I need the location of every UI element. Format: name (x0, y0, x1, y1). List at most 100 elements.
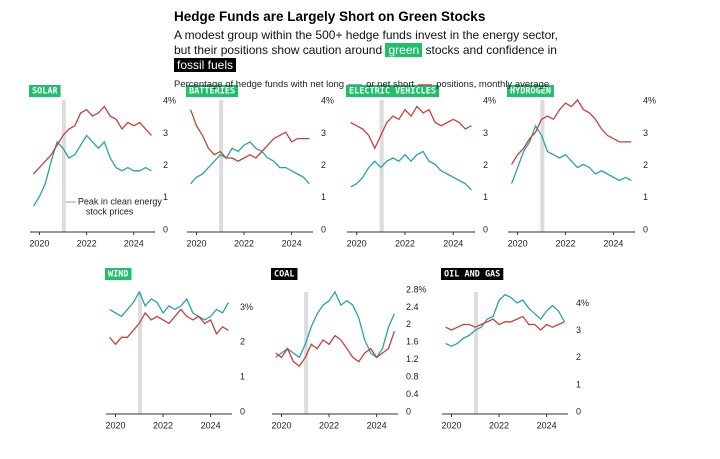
data-line (445, 315, 565, 331)
y-tick-label: 2.8% (406, 284, 427, 294)
peak-band (540, 100, 545, 232)
x-tick-label: 2022 (319, 420, 339, 430)
y-tick-label: 2 (576, 352, 581, 362)
y-tick-label: 4% (483, 96, 496, 106)
x-tick-label: 2024 (443, 238, 463, 248)
subtitle-text: stocks and confidence in (425, 43, 557, 57)
x-tick-label: 2024 (282, 238, 302, 248)
panel-title-bg (441, 268, 504, 280)
x-tick-label: 2024 (537, 420, 557, 430)
data-line (109, 290, 229, 321)
legend: Percentage of hedge funds with net long … (174, 79, 714, 90)
y-tick-label: 3 (483, 128, 488, 138)
y-tick-label: 0 (321, 224, 326, 234)
x-tick-label: 2022 (489, 420, 509, 430)
data-line (511, 98, 632, 165)
panel-title-bg (186, 85, 239, 97)
y-tick-label: 2 (163, 160, 168, 170)
panel-title: HYDROGEN (510, 87, 551, 97)
subtitle-highlight: green (385, 43, 423, 57)
legend-swatch (348, 83, 363, 86)
y-tick-label: 3 (321, 128, 326, 138)
x-tick-label: 2022 (234, 238, 254, 248)
y-tick-label: 2.4 (406, 302, 419, 312)
legend-swatch (418, 83, 433, 86)
y-tick-label: 0.8 (406, 372, 419, 382)
y-tick-label: 4% (576, 298, 589, 308)
peak-band (304, 292, 309, 414)
x-tick-label: 2024 (603, 238, 623, 248)
data-line (109, 308, 229, 346)
data-line (350, 150, 472, 191)
x-tick-label: 2022 (153, 420, 173, 430)
legend-text: positions, monthly average (436, 79, 550, 90)
y-tick-label: 2 (240, 337, 245, 347)
x-tick-label: 2020 (271, 420, 291, 430)
subtitle-text: A modest group within the 500+ hedge fun… (174, 28, 558, 42)
y-tick-label: 2 (483, 160, 488, 170)
peak-band (219, 100, 224, 232)
x-tick-label: 2024 (124, 238, 144, 248)
y-tick-label: 2 (643, 160, 648, 170)
x-tick-label: 2022 (77, 238, 97, 248)
data-line (510, 124, 632, 184)
y-tick-label: 3 (163, 128, 168, 138)
panel-title: ELECTRIC VEHICLES (349, 87, 436, 97)
y-tick-label: 1 (576, 379, 581, 389)
y-tick-label: 0.4 (406, 389, 419, 399)
y-tick-label: 2 (406, 319, 411, 329)
x-tick-label: 2020 (508, 238, 528, 248)
y-tick-label: 1 (643, 192, 648, 202)
x-tick-label: 2020 (186, 238, 206, 248)
subtitle-text: but their positions show caution around (174, 43, 383, 57)
peak-band (138, 292, 143, 414)
panel-title-bg (507, 85, 554, 97)
title: Hedge Funds are Largely Short on Green S… (174, 9, 486, 24)
y-tick-label: 3 (576, 325, 581, 335)
y-tick-label: 4% (643, 96, 656, 106)
y-tick-label: 0 (643, 224, 648, 234)
panel-title: SOLAR (32, 87, 58, 97)
panel-title: BATTERIES (189, 87, 235, 97)
panel-title-bg (105, 268, 132, 280)
y-tick-label: 4% (163, 96, 176, 106)
panel-title: COAL (274, 270, 294, 280)
panel-title: OIL AND GAS (444, 270, 500, 280)
data-line (350, 105, 472, 150)
subtitle: A modest group within the 500+ hedge fun… (174, 28, 714, 73)
y-tick-label: 4% (321, 96, 334, 106)
y-tick-label: 1 (163, 192, 168, 202)
annotation: stock prices (86, 206, 134, 216)
y-tick-label: 1.6 (406, 337, 419, 347)
subtitle-highlight: fossil fuels (174, 58, 237, 72)
y-tick-label: 0 (406, 406, 411, 416)
x-tick-label: 2024 (367, 420, 387, 430)
y-tick-label: 1.2 (406, 354, 419, 364)
peak-band (474, 292, 479, 414)
data-line (275, 330, 396, 368)
data-line (32, 134, 152, 207)
x-tick-label: 2022 (395, 238, 415, 248)
x-tick-label: 2020 (347, 238, 367, 248)
data-line (190, 141, 310, 185)
legend-text: Percentage of hedge funds with net long (174, 79, 345, 90)
y-tick-label: 0 (483, 224, 488, 234)
x-tick-label: 2022 (555, 238, 575, 248)
x-tick-label: 2020 (29, 238, 49, 248)
legend-text: or net short (366, 79, 415, 90)
data-line (189, 109, 310, 162)
annotation: Peak in clean energy (78, 196, 163, 206)
y-tick-label: 1 (321, 192, 326, 202)
y-tick-label: 1 (483, 192, 488, 202)
y-tick-label: 3 (643, 128, 648, 138)
x-tick-label: 2020 (441, 420, 461, 430)
header: Hedge Funds are Largely Short on Green S… (174, 9, 714, 90)
x-tick-label: 2020 (105, 420, 125, 430)
peak-band (61, 100, 66, 232)
y-tick-label: 2 (321, 160, 326, 170)
panel-title-bg (271, 268, 298, 280)
data-line (445, 293, 565, 347)
data-line (275, 290, 395, 359)
